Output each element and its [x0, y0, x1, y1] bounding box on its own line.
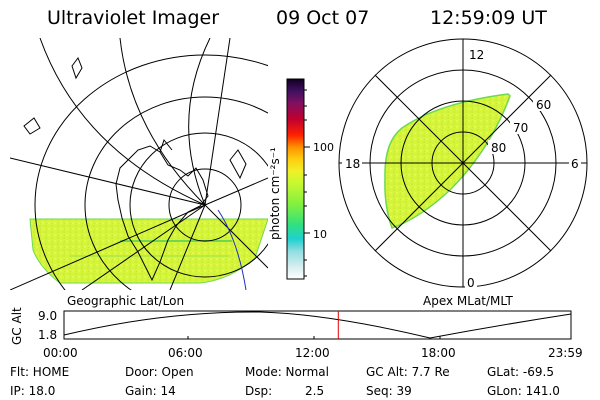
mlt-18-label: 18 [345, 157, 360, 171]
coastline [115, 145, 209, 282]
mlt-6-label: 6 [571, 157, 579, 171]
colorbar [286, 78, 305, 280]
status-ip: IP: 18.0 [10, 384, 56, 398]
mlt-12-label: 12 [469, 48, 484, 62]
status-gc-alt: GC Alt: 7.7 Re [366, 365, 450, 379]
timeline-tick-2: 12:00 [295, 346, 330, 360]
mlat-80-label: 80 [491, 141, 506, 155]
colorbar-tick-100: 100 [313, 141, 334, 154]
polar-plot [338, 38, 588, 288]
status-glat: GLat: -69.5 [487, 365, 554, 379]
altitude-timeline [63, 310, 572, 340]
mlat-60-label: 60 [536, 98, 551, 112]
status-mode: Mode: Normal [245, 365, 329, 379]
timeline-tick-0: 00:00 [43, 346, 78, 360]
aurora-oval-polar [384, 93, 511, 229]
colorbar-tick-10: 10 [313, 228, 327, 241]
status-seq: Seq: 39 [366, 384, 412, 398]
geographic-caption: Geographic Lat/Lon [67, 294, 184, 308]
polar-caption: Apex MLat/MLT [423, 294, 513, 308]
time-label: 12:59:09 UT [430, 7, 547, 29]
status-door: Door: Open [125, 365, 194, 379]
timeline-ymin: 1.8 [38, 328, 57, 342]
timeline-tick-4: 23:59 [548, 346, 583, 360]
colorbar-unit-label: photon cm⁻²s⁻¹ [268, 147, 282, 240]
geographic-map [10, 38, 268, 290]
timeline-tick-3: 18:00 [421, 346, 456, 360]
date-label: 09 Oct 07 [276, 7, 370, 29]
altitude-curve [63, 311, 572, 339]
instrument-title: Ultraviolet Imager [47, 7, 220, 29]
status-dsp-value: 2.5 [305, 384, 325, 398]
mlat-70-label: 70 [513, 121, 528, 135]
status-gain: Gain: 14 [125, 384, 176, 398]
mlt-0-label: 0 [467, 276, 475, 290]
status-glon: GLon: 141.0 [487, 384, 560, 398]
status-flt: Flt: HOME [10, 365, 70, 379]
status-dsp-label: Dsp: [245, 384, 273, 398]
timeline-tick-1: 06:00 [168, 346, 203, 360]
timeline-ymax: 9.0 [38, 309, 57, 323]
timeline-ylabel: GC Alt [10, 307, 24, 345]
